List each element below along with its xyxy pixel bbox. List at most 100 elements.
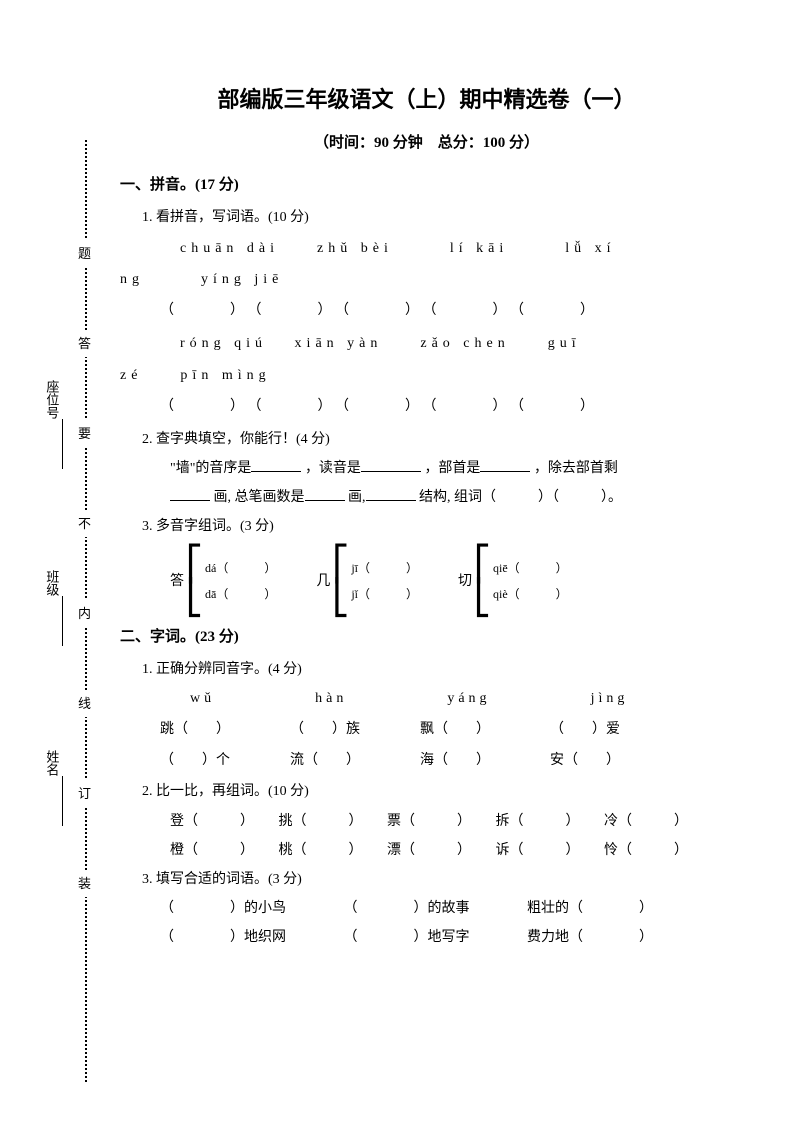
char: 几 [316, 569, 330, 594]
text: 结构, 组词（ ）（ ）。 [419, 490, 622, 505]
item[interactable]: 漂（ ） [387, 838, 492, 863]
item[interactable]: 冷（ ） [604, 809, 709, 834]
poly-group-3: 切 ⎡⎣ qiē（ ） qiè（ ） [458, 548, 568, 616]
blank[interactable]: （ ） [423, 394, 507, 419]
text: 画, [348, 490, 366, 505]
head: wǔ [190, 686, 215, 711]
marker-zhuang: 装 [78, 870, 91, 897]
page-subtitle: （时间：90 分钟 总分：100 分） [120, 130, 733, 157]
q1-2-line2: 画, 总笔画数是 画, 结构, 组词（ ）（ ）。 [170, 485, 733, 510]
head: jìng [591, 686, 629, 711]
sidebar-labels: 姓名 班级 座位号 [30, 140, 80, 1082]
answer-row-2: （ ） （ ） （ ） （ ） （ ） [160, 394, 733, 419]
marker-da: 答 [78, 330, 91, 357]
reading[interactable]: dā（ ） [205, 584, 276, 606]
fill-row-2: （ ）地织网 （ ）地写字 费力地（ ） [160, 925, 733, 950]
section-2-heading: 二、字词。(23 分) [120, 624, 733, 651]
blank[interactable]: （ ） [423, 298, 507, 323]
poly-group-1: 答 ⎡⎣ dá（ ） dā（ ） [170, 548, 276, 616]
marker-ti: 题 [78, 240, 91, 267]
blank[interactable]: （ ） [335, 298, 419, 323]
item[interactable]: 挑（ ） [279, 809, 384, 834]
item[interactable]: 跳（ ） [160, 717, 230, 742]
item[interactable]: （ ）个 [160, 748, 230, 773]
item[interactable]: （ ）的小鸟 [160, 896, 340, 921]
blank[interactable]: （ ） [248, 298, 332, 323]
item[interactable]: 粗壮的（ ） [527, 896, 707, 921]
item[interactable]: 怜（ ） [604, 838, 709, 863]
item[interactable]: 登（ ） [170, 809, 275, 834]
head: hàn [315, 686, 347, 711]
text: ，除去部首剩 [534, 461, 618, 476]
item[interactable]: （ ）地写字 [344, 925, 524, 950]
blank[interactable]: （ ） [160, 298, 244, 323]
bracket-icon: ⎡⎣ [186, 548, 203, 616]
reading[interactable]: qiè（ ） [493, 584, 568, 606]
section-1-heading: 一、拼音。(17 分) [120, 172, 733, 199]
item[interactable]: 安（ ） [550, 748, 620, 773]
blank[interactable]: （ ） [510, 298, 594, 323]
item[interactable]: 拆（ ） [496, 809, 601, 834]
bracket-icon: ⎡⎣ [474, 548, 491, 616]
label-name: 姓名 [40, 750, 63, 826]
item[interactable]: 流（ ） [290, 748, 360, 773]
char: 切 [458, 569, 472, 594]
text: ，读音是 [305, 461, 361, 476]
bracket-icon: ⎡⎣ [332, 548, 349, 616]
q1-2-label: 2. 查字典填空，你能行！(4 分) [142, 427, 733, 452]
q1-3-label: 3. 多音字组词。(3 分) [142, 514, 733, 539]
item[interactable]: 飘（ ） [420, 717, 490, 742]
poly-group-2: 几 ⎡⎣ jī（ ） jǐ（ ） [316, 548, 418, 616]
marker-ding: 订 [78, 780, 91, 807]
head: yáng [447, 686, 490, 711]
blank-underline[interactable] [480, 458, 530, 472]
reading[interactable]: qiē（ ） [493, 558, 568, 580]
blank-underline[interactable] [251, 458, 301, 472]
polyphonic-row: 答 ⎡⎣ dá（ ） dā（ ） 几 ⎡⎣ jī（ ） jǐ（ ） 切 ⎡⎣ q… [170, 548, 733, 616]
item[interactable]: 桃（ ） [279, 838, 384, 863]
item[interactable]: 诉（ ） [496, 838, 601, 863]
compare-row-1: 登（ ） 挑（ ） 票（ ） 拆（ ） 冷（ ） [170, 809, 733, 834]
pinyin-row-1a: chuān dài zhǔ bèi lí kāi lǚ xí [180, 236, 733, 261]
item[interactable]: （ ）族 [290, 717, 360, 742]
reading[interactable]: jǐ（ ） [351, 584, 418, 606]
blank-underline[interactable] [170, 487, 210, 501]
page-title: 部编版三年级语文（上）期中精选卷（一） [120, 80, 733, 120]
q2-1-label: 1. 正确分辨同音字。(4 分) [142, 657, 733, 682]
item[interactable]: 票（ ） [387, 809, 492, 834]
text: 画, 总笔画数是 [214, 490, 305, 505]
homophone-row-2: （ ）个 流（ ） 海（ ） 安（ ） [160, 748, 733, 773]
blank[interactable]: （ ） [160, 394, 244, 419]
marker-yao: 要 [78, 420, 91, 447]
label-class: 班级 [40, 570, 63, 646]
fill-row-1: （ ）的小鸟 （ ）的故事 粗壮的（ ） [160, 896, 733, 921]
answer-row-1: （ ） （ ） （ ） （ ） （ ） [160, 298, 733, 323]
q2-2-label: 2. 比一比，再组词。(10 分) [142, 779, 733, 804]
marker-xian: 线 [78, 690, 91, 717]
blank-underline[interactable] [361, 458, 421, 472]
pinyin-row-2a: róng qiú xiān yàn zǎo chen guī [180, 331, 733, 356]
homophone-row-1: 跳（ ） （ ）族 飘（ ） （ ）爱 [160, 717, 733, 742]
item[interactable]: 橙（ ） [170, 838, 275, 863]
item[interactable]: 海（ ） [420, 748, 490, 773]
blank-underline[interactable] [305, 487, 345, 501]
q1-1-label: 1. 看拼音，写词语。(10 分) [142, 205, 733, 230]
item[interactable]: 费力地（ ） [527, 925, 707, 950]
q2-3-label: 3. 填写合适的词语。(3 分) [142, 867, 733, 892]
text: "墙"的音序是 [170, 461, 251, 476]
reading[interactable]: jī（ ） [351, 558, 418, 580]
blank[interactable]: （ ） [248, 394, 332, 419]
pinyin-row-2b: zé pīn mìng [120, 363, 733, 388]
blank[interactable]: （ ） [335, 394, 419, 419]
pinyin-row-1b: ng yíng jiē [120, 267, 733, 292]
item[interactable]: （ ）的故事 [344, 896, 524, 921]
blank-underline[interactable] [366, 487, 416, 501]
item[interactable]: （ ）爱 [550, 717, 620, 742]
q1-2-line1: "墙"的音序是 ，读音是 ，部首是 ，除去部首剩 [170, 456, 733, 481]
char: 答 [170, 569, 184, 594]
blank[interactable]: （ ） [510, 394, 594, 419]
marker-nei: 内 [78, 600, 91, 627]
marker-bu: 不 [78, 510, 91, 537]
reading[interactable]: dá（ ） [205, 558, 276, 580]
item[interactable]: （ ）地织网 [160, 925, 340, 950]
